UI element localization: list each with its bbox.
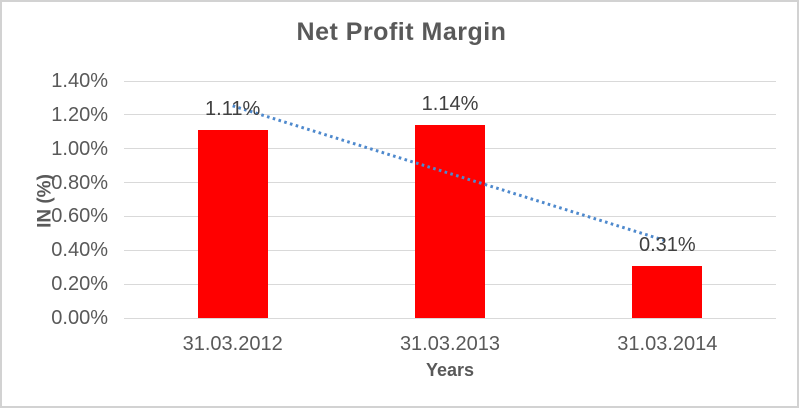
x-tick-label: 31.03.2012 — [182, 333, 283, 355]
x-tick-label: 31.03.2013 — [399, 333, 501, 355]
data-label: 1.11% — [205, 98, 261, 121]
y-tick-label: 1.20% — [51, 103, 108, 126]
x-axis-title: Years — [425, 360, 475, 380]
data-label: 0.31% — [638, 233, 696, 256]
data-label: 1.14% — [421, 93, 479, 115]
bar-31.03.2014 — [632, 265, 703, 318]
chart-title: Net Profit Margin — [296, 18, 507, 46]
y-tick-label: 1.00% — [51, 137, 108, 160]
gridline — [124, 80, 776, 82]
x-tick-label: 31.03.2014 — [617, 333, 718, 355]
y-tick-label: 0.40% — [51, 239, 108, 262]
y-tick-label: 0.00% — [51, 307, 108, 329]
bar-31.03.2013 — [415, 125, 485, 318]
y-tick-label: 0.20% — [51, 273, 108, 296]
y-tick-label: 1.40% — [51, 70, 108, 92]
bar-31.03.2012 — [197, 130, 268, 318]
gridline — [124, 317, 776, 319]
y-tick-label: 0.60% — [51, 205, 108, 228]
y-tick-label: 0.80% — [51, 171, 108, 194]
